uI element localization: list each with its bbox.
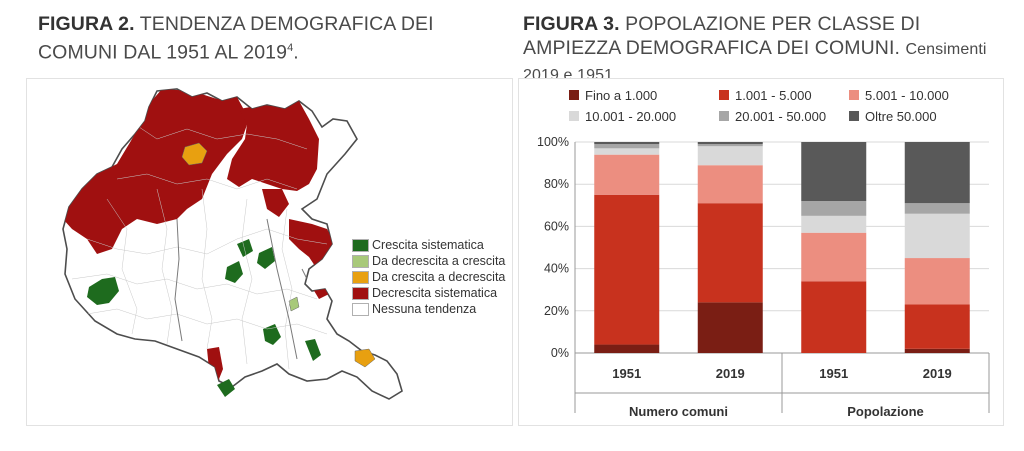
bar-segment bbox=[801, 142, 867, 202]
bar-segment bbox=[904, 348, 970, 353]
bar-segment bbox=[904, 203, 970, 214]
bar-segment bbox=[697, 142, 763, 145]
group-label: Numero comuni bbox=[629, 404, 728, 419]
footnote-ref: 4 bbox=[287, 42, 294, 54]
x-tick-label: 1951 bbox=[819, 366, 848, 381]
map-legend-swatch bbox=[352, 303, 369, 316]
bar-segment bbox=[697, 146, 763, 166]
bar-segment bbox=[697, 165, 763, 204]
map-legend-swatch bbox=[352, 271, 369, 284]
bar-segment bbox=[594, 142, 660, 145]
figure-3-title-text: POPOLAZIONE PER CLASSE DI AMPIEZZA DEMOG… bbox=[523, 13, 921, 59]
map-legend-label: Nessuna tendenza bbox=[372, 302, 477, 316]
x-tick-label: 1951 bbox=[612, 366, 641, 381]
y-tick-label: 100% bbox=[537, 135, 569, 149]
figure-2-suffix: . bbox=[293, 41, 299, 64]
chart-legend-swatch bbox=[719, 90, 729, 100]
figure-2-label: FIGURA 2. bbox=[38, 13, 135, 35]
map-legend-label: Da decrescita a crescita bbox=[372, 254, 506, 268]
chart-legend-swatch bbox=[849, 90, 859, 100]
map-legend-label: Crescita sistematica bbox=[372, 238, 484, 252]
chart-legend-swatch bbox=[569, 90, 579, 100]
bar-segment bbox=[801, 232, 867, 282]
bar-segment bbox=[697, 302, 763, 353]
chart-legend-label: Fino a 1.000 bbox=[585, 88, 658, 103]
figure-2-title-text: TENDENZA DEMOGRAFICA DEI COMUNI DAL 1951… bbox=[38, 13, 434, 64]
map-legend-swatch bbox=[352, 287, 369, 300]
bar-segment bbox=[904, 213, 970, 259]
bar-segment bbox=[904, 304, 970, 349]
y-tick-label: 40% bbox=[544, 262, 569, 276]
figure-2-title: FIGURA 2. TENDENZA DEMOGRAFICA DEI COMUN… bbox=[38, 12, 508, 65]
bar-segment bbox=[904, 258, 970, 305]
figure-3-label: FIGURA 3. bbox=[523, 13, 620, 35]
bar-segment bbox=[594, 148, 660, 155]
x-tick-label: 2019 bbox=[716, 366, 745, 381]
y-tick-label: 20% bbox=[544, 304, 569, 318]
bar-segment bbox=[594, 154, 660, 195]
chart-legend-swatch bbox=[569, 111, 579, 121]
figure-3-title: FIGURA 3. POPOLAZIONE PER CLASSE DI AMPI… bbox=[523, 12, 1003, 88]
bar-segment bbox=[801, 215, 867, 233]
region-map bbox=[62, 88, 403, 400]
y-tick-label: 80% bbox=[544, 177, 569, 191]
map-legend-label: Decrescita sistematica bbox=[372, 286, 498, 300]
chart-legend-label: 10.001 - 20.000 bbox=[585, 109, 677, 124]
bar-segment bbox=[801, 281, 867, 353]
map-legend-swatch bbox=[352, 239, 369, 252]
bar-segment bbox=[594, 144, 660, 149]
chart-legend-swatch bbox=[719, 111, 729, 121]
chart-legend-label: Oltre 50.000 bbox=[865, 109, 937, 124]
stacked-bar-chart: 0% 20% 40% 60% 80% 100% 1951 2019 1951 2019 Numero… bbox=[537, 135, 990, 419]
map-legend-label: Da crescita a decrescita bbox=[372, 270, 506, 284]
chart-legend-label: 5.001 - 10.000 bbox=[865, 88, 949, 103]
x-tick-label: 2019 bbox=[923, 366, 952, 381]
crescita-sistematica-areas bbox=[87, 239, 321, 397]
bar-segment bbox=[594, 194, 660, 345]
chart-panel: Fino a 1.000 1.001 - 5.000 5.001 - 10.000 1… bbox=[518, 78, 1004, 426]
decrescita-crescita-area bbox=[288, 296, 300, 312]
chart-legend-label: 1.001 - 5.000 bbox=[735, 88, 812, 103]
map-legend-swatch bbox=[352, 255, 369, 268]
bar-segment bbox=[697, 203, 763, 303]
municipal-borders bbox=[71, 118, 328, 370]
bar-segment bbox=[801, 201, 867, 216]
crescita-decrescita-area-2 bbox=[354, 348, 376, 368]
bar-segment bbox=[904, 142, 970, 204]
decrescita-sistematica-areas bbox=[63, 89, 335, 384]
crescita-decrescita-area bbox=[181, 142, 208, 166]
bar-segment bbox=[697, 144, 763, 147]
bar-segment bbox=[594, 344, 660, 353]
map-panel: Crescita sistematica Da decrescita a cres… bbox=[26, 78, 513, 426]
chart-legend-swatch bbox=[849, 111, 859, 121]
y-tick-label: 60% bbox=[544, 219, 569, 233]
chart-legend-label: 20.001 - 50.000 bbox=[735, 109, 827, 124]
y-tick-label: 0% bbox=[551, 346, 569, 360]
group-label: Popolazione bbox=[847, 404, 924, 419]
